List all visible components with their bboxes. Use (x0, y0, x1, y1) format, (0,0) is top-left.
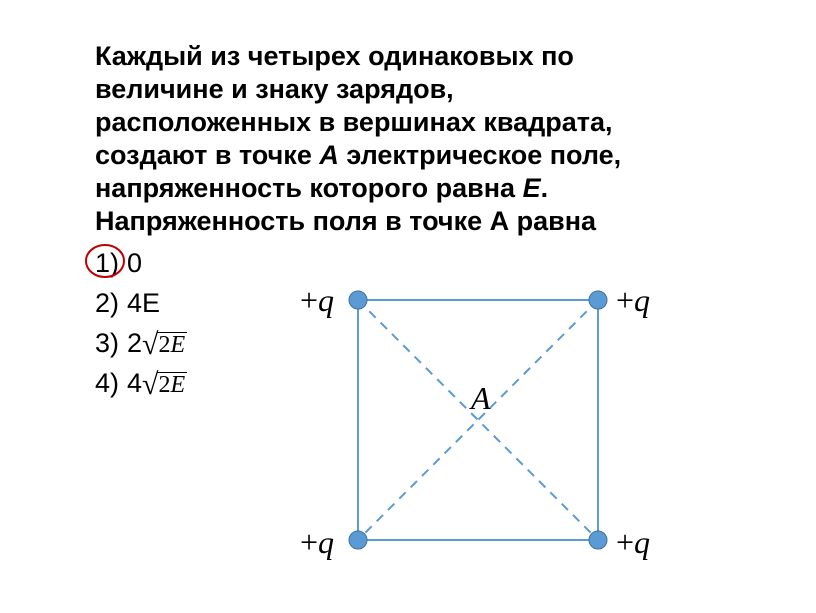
answer-4-prefix: 4 (127, 364, 142, 403)
answer-1: 1) 0 (95, 244, 756, 284)
answer-2-val: 4E (127, 284, 160, 323)
problem-point-A: A (319, 140, 339, 170)
answer-3-sqrt-arg: 2E (157, 332, 188, 357)
charge-diagram: +q +q +q +q A (288, 280, 708, 580)
answer-3-prefix: 2 (127, 324, 142, 363)
slide: Каждый из четырех одинаковых по величине… (0, 0, 816, 613)
vertex-tr (589, 291, 607, 309)
problem-line-4a: создают в точке (95, 140, 319, 170)
problem-line-4b: электрическое поле, (339, 140, 621, 170)
problem-line-1: Каждый из четырех одинаковых по (95, 41, 574, 71)
answer-4-sqrt-arg: 2E (157, 372, 188, 397)
answer-2-num: 2) (95, 284, 127, 323)
problem-line-5b: . (541, 173, 549, 203)
answer-1-val: 0 (127, 244, 142, 283)
problem-line-3: расположенных в вершинах квадрата, (95, 107, 613, 137)
vertex-tl (349, 291, 367, 309)
center-label-A: A (471, 380, 491, 417)
sqrt-icon: √ (142, 370, 158, 400)
charge-label-br: +q (616, 524, 650, 561)
problem-line-2: величине и знаку зарядов, (95, 74, 454, 104)
answer-1-num: 1) (95, 244, 127, 283)
answer-4-num: 4) (95, 364, 127, 403)
charge-label-bl: +q (300, 524, 334, 561)
sqrt-icon: √ (142, 330, 158, 360)
problem-statement: Каждый из четырех одинаковых по величине… (95, 40, 756, 238)
vertex-br (589, 531, 607, 549)
answer-3-sqrt: √ 2E (142, 329, 187, 359)
charge-label-tl: +q (300, 282, 334, 319)
problem-line-5a: напряженность которого равна (95, 173, 523, 203)
answer-4-sqrt: √ 2E (142, 369, 187, 399)
problem-var-E: E (523, 173, 541, 203)
problem-line-6: Напряженность поля в точке А равна (95, 206, 596, 236)
vertex-bl (349, 531, 367, 549)
answer-3-num: 3) (95, 324, 127, 363)
charge-label-tr: +q (616, 282, 650, 319)
